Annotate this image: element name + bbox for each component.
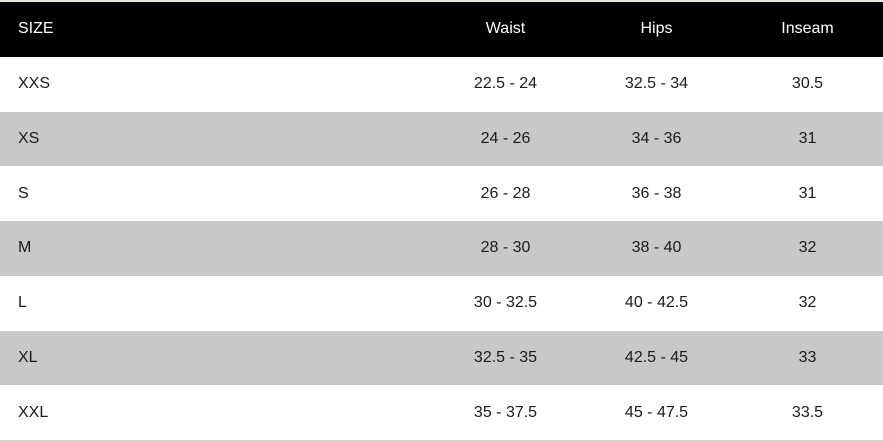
waist-cell: 24 - 26 xyxy=(480,129,531,147)
waist-cell: 30 - 32.5 xyxy=(473,294,538,312)
hips-cell: 45 - 47.5 xyxy=(624,403,689,421)
inseam-cell: 33.5 xyxy=(791,403,824,421)
table-row: S 26 - 28 36 - 38 31 xyxy=(0,166,883,221)
size-cell: XXL xyxy=(18,403,49,421)
inseam-cell: 33 xyxy=(798,348,817,366)
table-row: XXS 22.5 - 24 32.5 - 34 30.5 xyxy=(0,56,883,112)
inseam-cell: 31 xyxy=(798,129,817,147)
table-row: XS 24 - 26 34 - 36 31 xyxy=(0,111,883,167)
size-cell: S xyxy=(18,184,29,202)
size-cell: XS xyxy=(18,129,40,147)
hips-cell: 40 - 42.5 xyxy=(624,294,689,312)
column-header-hips: Hips xyxy=(640,20,673,38)
waist-cell: 22.5 - 24 xyxy=(473,75,538,93)
column-header-inseam: Inseam xyxy=(781,20,834,38)
table-row: M 28 - 30 38 - 40 32 xyxy=(0,221,883,276)
table-row: L 30 - 32.5 40 - 42.5 32 xyxy=(0,275,883,331)
column-header-size: SIZE xyxy=(18,20,54,38)
size-cell: XL xyxy=(18,348,38,366)
hips-cell: 36 - 38 xyxy=(631,184,682,202)
inseam-cell: 31 xyxy=(798,184,817,202)
size-cell: L xyxy=(18,294,27,312)
column-header-waist: Waist xyxy=(485,20,526,38)
table-row: XXL 35 - 37.5 45 - 47.5 33.5 xyxy=(0,385,883,440)
waist-cell: 26 - 28 xyxy=(480,184,531,202)
size-cell: M xyxy=(18,239,32,257)
table-body: XXS 22.5 - 24 32.5 - 34 30.5 XS 24 - 26 … xyxy=(0,56,883,440)
table-header-row: SIZE Waist Hips Inseam xyxy=(0,2,883,57)
waist-cell: 35 - 37.5 xyxy=(473,403,538,421)
inseam-cell: 32 xyxy=(798,239,817,257)
waist-cell: 28 - 30 xyxy=(480,239,531,257)
size-cell: XXS xyxy=(18,75,51,93)
inseam-cell: 30.5 xyxy=(791,75,824,93)
hips-cell: 34 - 36 xyxy=(631,129,682,147)
table-row: XL 32.5 - 35 42.5 - 45 33 xyxy=(0,330,883,386)
hips-cell: 38 - 40 xyxy=(631,239,682,257)
hips-cell: 42.5 - 45 xyxy=(624,348,689,366)
hips-cell: 32.5 - 34 xyxy=(624,75,689,93)
waist-cell: 32.5 - 35 xyxy=(473,348,538,366)
inseam-cell: 32 xyxy=(798,294,817,312)
